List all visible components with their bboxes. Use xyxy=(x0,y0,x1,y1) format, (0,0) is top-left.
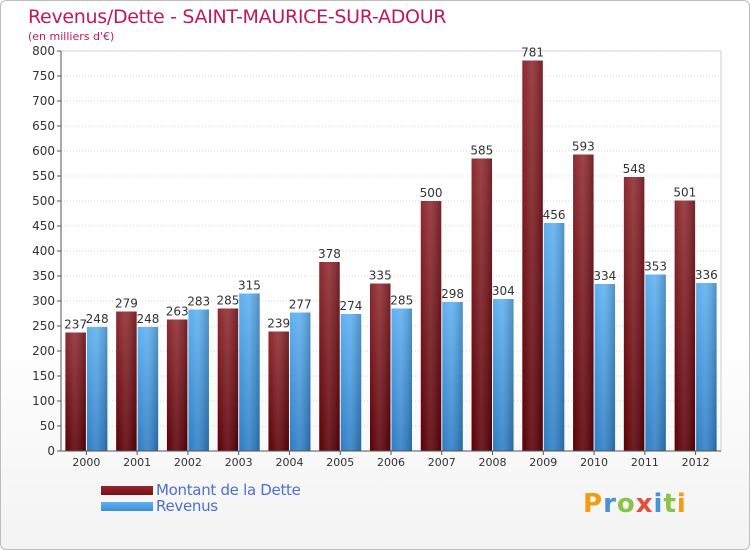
data-label-revenus: 304 xyxy=(492,284,515,298)
data-label-dette: 285 xyxy=(216,294,239,308)
legend-label-dette: Montant de la Dette xyxy=(156,481,301,499)
x-tick-label: 2011 xyxy=(631,456,659,469)
y-tick-label: 600 xyxy=(32,144,55,158)
bar-revenus-shade xyxy=(340,314,362,451)
data-label-revenus: 336 xyxy=(695,268,718,282)
bar-revenus-shade xyxy=(86,327,108,451)
bar-revenus-shade xyxy=(239,293,260,451)
x-tick-label: 2004 xyxy=(275,456,303,469)
bar-revenus-shade xyxy=(289,312,311,451)
bar-revenus-shade xyxy=(188,309,209,451)
data-label-revenus: 285 xyxy=(390,294,413,308)
legend-label-revenus: Revenus xyxy=(156,497,218,515)
x-tick-label: 2008 xyxy=(479,456,507,469)
logo-letter: o xyxy=(616,489,636,519)
data-label-revenus: 456 xyxy=(543,208,566,222)
y-tick-label: 700 xyxy=(32,94,55,108)
data-label-dette: 279 xyxy=(115,297,138,311)
x-tick-label: 2007 xyxy=(428,456,456,469)
data-label-dette: 548 xyxy=(623,162,646,176)
bar-dette-shade xyxy=(623,177,645,451)
data-label-dette: 263 xyxy=(166,305,189,319)
data-label-revenus: 248 xyxy=(86,312,109,326)
y-tick-label: 800 xyxy=(32,44,55,58)
y-tick-label: 300 xyxy=(32,294,55,308)
bar-dette-shade xyxy=(319,262,340,451)
proxiti-logo: Proxiti xyxy=(583,489,687,519)
data-label-dette: 237 xyxy=(64,318,87,332)
logo-letter: i xyxy=(676,489,687,519)
y-tick-label: 450 xyxy=(32,219,55,233)
data-label-dette: 335 xyxy=(369,269,392,283)
data-label-revenus: 315 xyxy=(238,279,261,293)
legend-swatch-dette xyxy=(101,486,153,495)
x-tick-label: 2003 xyxy=(225,456,253,469)
bar-revenus-shade xyxy=(493,299,514,451)
x-tick-label: 2010 xyxy=(580,456,608,469)
y-tick-label: 550 xyxy=(32,169,55,183)
y-tick-label: 400 xyxy=(32,244,55,258)
bar-revenus-shade xyxy=(543,223,565,451)
y-tick-label: 650 xyxy=(32,119,55,133)
data-label-dette: 501 xyxy=(673,186,696,200)
bar-dette-shade xyxy=(471,158,493,451)
y-tick-label: 500 xyxy=(32,194,55,208)
bar-dette-shade xyxy=(268,331,289,451)
data-label-revenus: 334 xyxy=(593,269,616,283)
bar-dette-shade xyxy=(420,201,442,451)
x-tick-label: 2009 xyxy=(529,456,557,469)
bar-dette-shade xyxy=(65,332,86,451)
bar-dette-shade xyxy=(116,311,137,451)
bar-revenus-shade xyxy=(137,327,159,451)
y-tick-label: 250 xyxy=(32,319,55,333)
x-tick-label: 2012 xyxy=(682,456,710,469)
y-tick-label: 50 xyxy=(40,419,55,433)
data-label-dette: 593 xyxy=(572,140,595,154)
data-label-revenus: 298 xyxy=(441,287,464,301)
data-label-dette: 781 xyxy=(521,46,544,60)
bar-dette-shade xyxy=(522,60,543,451)
y-tick-label: 150 xyxy=(32,369,55,383)
data-label-dette: 378 xyxy=(318,247,341,261)
logo-letter: x xyxy=(635,489,654,519)
bar-revenus-shade xyxy=(696,283,717,451)
data-label-dette: 585 xyxy=(470,144,493,158)
legend-swatch-revenus xyxy=(101,502,153,511)
chart-subtitle: (en milliers d'€) xyxy=(28,30,115,43)
data-label-revenus: 283 xyxy=(187,295,210,309)
chart-title: Revenus/Dette - SAINT-MAURICE-SUR-ADOUR xyxy=(28,6,447,28)
logo-letter: i xyxy=(653,489,664,519)
logo-letter: P xyxy=(583,489,604,519)
data-label-revenus: 353 xyxy=(644,260,667,274)
y-tick-label: 750 xyxy=(32,69,55,83)
logo-letter: t xyxy=(663,489,677,519)
bar-dette-shade xyxy=(217,308,239,451)
data-label-dette: 239 xyxy=(267,317,290,331)
logo-letter: r xyxy=(603,489,617,519)
bar-dette-shade xyxy=(573,154,594,451)
y-tick-label: 200 xyxy=(32,344,55,358)
y-tick-label: 350 xyxy=(32,269,55,283)
x-tick-label: 2001 xyxy=(123,456,151,469)
bar-revenus-shade xyxy=(391,308,412,451)
bar-dette-shade xyxy=(674,200,696,451)
data-label-revenus: 274 xyxy=(340,299,363,313)
x-tick-label: 2000 xyxy=(72,456,100,469)
y-tick-label: 100 xyxy=(32,394,55,408)
bar-revenus-shade xyxy=(594,284,616,451)
data-label-revenus: 248 xyxy=(136,312,159,326)
x-tick-label: 2002 xyxy=(174,456,202,469)
bar-dette-shade xyxy=(166,319,188,451)
bar-revenus-shade xyxy=(645,274,666,451)
x-tick-label: 2005 xyxy=(326,456,354,469)
y-tick-label: 0 xyxy=(47,444,55,458)
data-label-revenus: 277 xyxy=(289,298,312,312)
bar-dette-shade xyxy=(370,283,391,451)
data-label-dette: 500 xyxy=(420,186,443,200)
bar-revenus-shade xyxy=(442,302,463,451)
x-tick-label: 2006 xyxy=(377,456,405,469)
